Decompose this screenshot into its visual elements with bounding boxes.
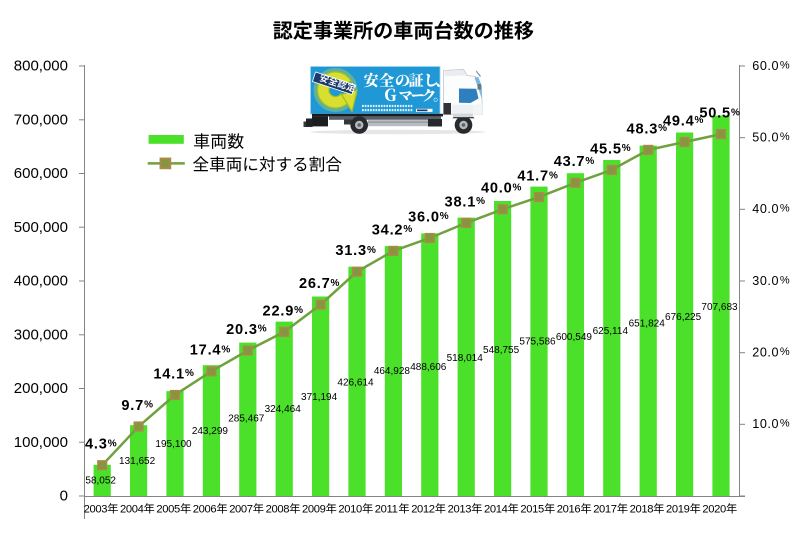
svg-text:50.0%: 50.0% <box>752 131 790 145</box>
svg-text:464,928: 464,928 <box>374 366 411 377</box>
svg-text:426,614: 426,614 <box>337 377 374 388</box>
svg-text:324,464: 324,464 <box>265 404 302 415</box>
svg-text:518,014: 518,014 <box>447 353 484 364</box>
svg-text:48.3%: 48.3% <box>627 121 668 137</box>
svg-text:2018: 2018 <box>630 504 654 516</box>
svg-text:651,824: 651,824 <box>629 319 666 330</box>
svg-text:2010: 2010 <box>338 504 362 516</box>
svg-text:243,299: 243,299 <box>192 426 229 437</box>
svg-text:22.9%: 22.9% <box>263 303 304 319</box>
svg-text:60.0%: 60.0% <box>752 59 790 73</box>
svg-text:2011: 2011 <box>375 504 398 516</box>
svg-text:20.0%: 20.0% <box>752 346 790 360</box>
svg-text:10.0%: 10.0% <box>752 417 790 431</box>
svg-text:2019: 2019 <box>666 504 690 516</box>
svg-text:371,194: 371,194 <box>301 392 338 403</box>
svg-text:30.0%: 30.0% <box>752 274 790 288</box>
svg-text:575,586: 575,586 <box>519 337 556 348</box>
svg-text:36.0%: 36.0% <box>408 209 449 225</box>
svg-text:2017: 2017 <box>593 504 617 516</box>
svg-text:34.2%: 34.2% <box>372 222 413 238</box>
svg-text:676,225: 676,225 <box>665 312 702 323</box>
svg-text:50.5%: 50.5% <box>699 106 740 122</box>
svg-text:2003: 2003 <box>84 504 108 516</box>
svg-text:2015: 2015 <box>520 504 544 516</box>
svg-text:2014: 2014 <box>484 504 508 516</box>
svg-text:131,652: 131,652 <box>119 456 156 467</box>
svg-text:31.3%: 31.3% <box>335 243 376 259</box>
svg-text:600,000: 600,000 <box>14 165 68 182</box>
svg-text:2020: 2020 <box>702 504 726 516</box>
svg-text:2008: 2008 <box>266 504 290 516</box>
svg-text:2013: 2013 <box>448 504 472 516</box>
svg-text:300,000: 300,000 <box>14 326 68 343</box>
svg-text:20.3%: 20.3% <box>226 322 267 338</box>
svg-text:800,000: 800,000 <box>14 58 68 75</box>
svg-text:38.1%: 38.1% <box>445 194 486 210</box>
svg-text:285,467: 285,467 <box>228 414 265 425</box>
svg-text:40.0%: 40.0% <box>752 202 790 216</box>
svg-text:2009: 2009 <box>302 504 326 516</box>
svg-text:58,052: 58,052 <box>85 476 116 487</box>
svg-text:41.7%: 41.7% <box>517 169 558 185</box>
svg-text:2005: 2005 <box>156 504 180 516</box>
svg-text:488,606: 488,606 <box>410 362 447 373</box>
svg-text:2012: 2012 <box>411 504 435 516</box>
svg-text:700,000: 700,000 <box>14 111 68 128</box>
svg-text:2007: 2007 <box>229 504 253 516</box>
svg-text:707,683: 707,683 <box>701 302 738 313</box>
svg-text:40.0%: 40.0% <box>481 181 522 197</box>
svg-text:625,114: 625,114 <box>593 326 629 337</box>
svg-text:0: 0 <box>60 488 68 505</box>
svg-text:548,755: 548,755 <box>483 345 520 356</box>
svg-text:400,000: 400,000 <box>14 273 68 290</box>
svg-text:100,000: 100,000 <box>14 434 68 451</box>
svg-text:2004: 2004 <box>120 504 144 516</box>
svg-text:45.5%: 45.5% <box>590 141 631 157</box>
svg-text:4.3%: 4.3% <box>85 437 117 453</box>
svg-text:600,549: 600,549 <box>556 332 593 343</box>
svg-text:500,000: 500,000 <box>14 219 68 236</box>
svg-text:200,000: 200,000 <box>14 380 68 397</box>
svg-text:9.7%: 9.7% <box>121 398 153 414</box>
svg-text:195,100: 195,100 <box>155 439 192 450</box>
svg-text:17.4%: 17.4% <box>190 343 231 359</box>
svg-text:14.1%: 14.1% <box>153 366 194 382</box>
svg-text:2016: 2016 <box>557 504 581 516</box>
svg-text:43.7%: 43.7% <box>554 154 595 170</box>
svg-text:2006: 2006 <box>193 504 217 516</box>
svg-text:49.4%: 49.4% <box>663 113 704 129</box>
svg-text:26.7%: 26.7% <box>299 276 340 292</box>
